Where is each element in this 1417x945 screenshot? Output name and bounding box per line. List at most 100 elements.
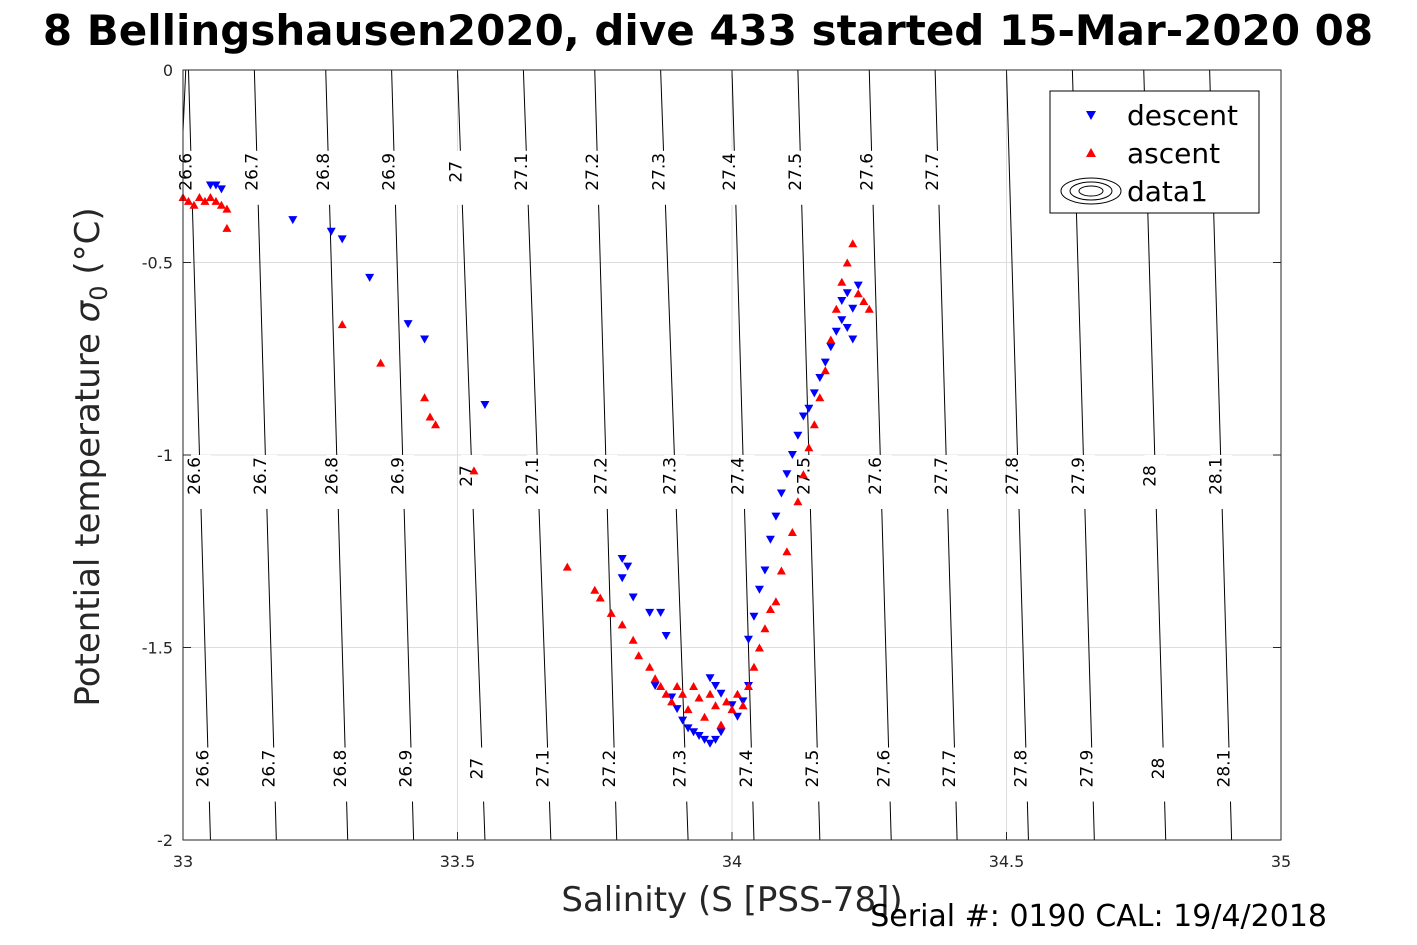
descent-point: [820, 358, 830, 367]
contour-label-bg: [537, 747, 560, 802]
descent-point: [815, 374, 825, 382]
descent-point: [804, 404, 814, 413]
ascent-point: [683, 705, 693, 714]
descent-point: [798, 412, 808, 421]
contour-label: 27.7: [932, 457, 952, 495]
descent-point: [711, 735, 721, 744]
ascent-point: [628, 635, 638, 644]
descent-point: [771, 512, 781, 521]
contour-label-bg: [383, 150, 406, 205]
descent-point: [848, 335, 858, 344]
contour-label: 27.2: [600, 750, 620, 788]
descent-point: [716, 728, 726, 737]
x-tick-label: 34.5: [989, 852, 1025, 871]
y-tick-label: 0: [163, 61, 173, 80]
descent-point: [420, 335, 430, 344]
descent-point: [826, 343, 836, 352]
contour-label-bg: [516, 150, 539, 205]
contour-label-bg: [255, 454, 278, 509]
ascent-point: [645, 662, 655, 671]
ascent-point: [469, 466, 479, 475]
ascent-point: [194, 193, 204, 202]
x-tick-label: 33.5: [440, 852, 476, 871]
descent-point: [749, 612, 759, 621]
ascent-point: [722, 697, 732, 706]
ascent-point: [656, 682, 666, 690]
ascent-point: [716, 720, 726, 729]
contour-label: 27.9: [1069, 457, 1089, 495]
contour-label: 27.5: [786, 153, 806, 191]
ascent-point: [562, 562, 572, 571]
descent-point: [760, 566, 770, 575]
contour-label: 27.1: [512, 153, 532, 191]
contour-label: 27.7: [940, 750, 960, 788]
descent-point: [617, 574, 627, 583]
contour-label-bg: [1073, 454, 1096, 509]
ascent-point: [376, 358, 386, 367]
ascent-point: [738, 701, 748, 710]
contour-label-bg: [798, 454, 821, 509]
contour-label-bg: [595, 454, 618, 509]
y-tick-label: -1: [157, 446, 173, 465]
contour-label-bg: [1007, 454, 1030, 509]
contour-label: 27.3: [649, 153, 669, 191]
descent-point: [216, 185, 226, 194]
contour-label: 27.2: [583, 153, 603, 191]
contour-label: 26.7: [259, 750, 279, 788]
contour-label-bg: [724, 150, 747, 205]
descent-point: [716, 689, 726, 698]
contour-label-bg: [1218, 747, 1241, 802]
contour-label: 27.4: [729, 457, 749, 495]
descent-point: [853, 281, 863, 290]
contour-label: 26.7: [242, 153, 262, 191]
descent-series: [205, 181, 863, 748]
ascent-point: [634, 651, 644, 660]
y-tick-label: -2: [157, 831, 173, 850]
ascent-point: [776, 566, 786, 575]
ascent-point: [787, 528, 797, 536]
legend-box: [1049, 90, 1260, 214]
ascent-point: [837, 277, 847, 286]
ascent-point: [650, 674, 660, 683]
descent-point: [705, 674, 715, 683]
ascent-point: [211, 196, 221, 205]
x-axis-label: Salinity (S [PSS-78]): [561, 880, 903, 920]
contour-label: 28: [1140, 465, 1160, 487]
y-tick-label: -0.5: [142, 254, 173, 273]
contour-label: 26.8: [314, 153, 334, 191]
descent-point: [694, 732, 704, 741]
contour-label: 27.3: [660, 457, 680, 495]
ascent-point: [689, 682, 699, 690]
descent-point: [656, 608, 666, 617]
descent-point: [809, 389, 819, 398]
ascent-point: [200, 196, 210, 205]
chart-title: 8 Bellingshausen2020, dive 433 started 1…: [42, 6, 1374, 55]
contour-label: 26.6: [185, 457, 205, 495]
descent-point: [480, 400, 490, 409]
contour-label-bg: [1081, 747, 1104, 802]
contour-label: 26.7: [251, 457, 271, 495]
ascent-point: [732, 689, 742, 698]
ascent-point: [760, 624, 770, 633]
descent-point: [661, 631, 671, 640]
ascent-point: [754, 643, 764, 652]
ascent-point: [771, 597, 781, 606]
contour-label: 27.4: [720, 153, 740, 191]
contour-label: 26.9: [397, 750, 417, 788]
ascent-point: [222, 204, 232, 213]
contour-label-bg: [263, 747, 286, 802]
contour-label: 26.6: [177, 153, 197, 191]
descent-point: [705, 739, 715, 748]
ascent-point: [189, 200, 199, 209]
ascent-point: [183, 196, 193, 205]
ascent-point: [606, 608, 616, 617]
y-axis-ticks: 0 -0.5 -1 -1.5 -2: [142, 61, 1281, 850]
descent-point: [776, 489, 786, 498]
contour-label-bg: [246, 150, 269, 205]
contour-label-bg: [732, 454, 755, 509]
contour-label: 28: [1149, 758, 1169, 780]
contour-label-bg: [461, 454, 484, 509]
ascent-point: [749, 662, 759, 671]
ascent-point: [337, 320, 347, 329]
descent-point: [848, 304, 858, 313]
